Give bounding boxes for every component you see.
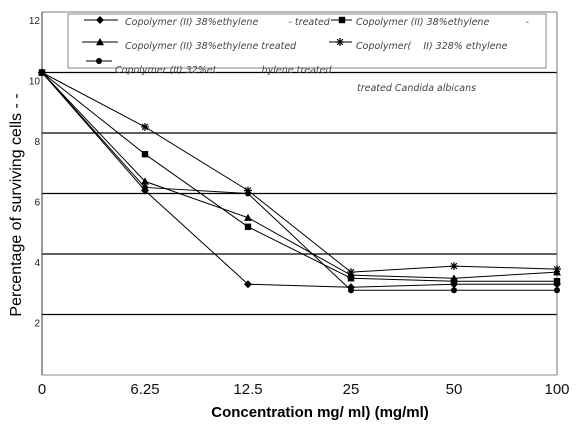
legend-entry-square: Copolymer (II) 38%ethylene - [331, 16, 530, 28]
x-tick-label: 6.25 [130, 381, 159, 398]
legend-marker-triangle [96, 38, 104, 46]
legend-entry-asterisk: Copolymer( II) 328% ethylene [329, 38, 508, 52]
legend-entry-circle: Copolymer (II) 32%et hylene treated [86, 58, 332, 76]
y-tick-label: 8 [34, 137, 40, 148]
legend-marker-circle [96, 58, 102, 64]
data-point-circle [245, 190, 251, 197]
data-point-asterisk [141, 122, 149, 131]
series-square [38, 69, 561, 285]
series-line [41, 72, 557, 288]
data-point-triangle [141, 177, 149, 185]
legend-label: Copolymer (II) 38%ethylene - [356, 17, 530, 28]
data-point-asterisk [450, 262, 458, 271]
legend-label: Copolymer (II) 32%et hylene treated [115, 65, 332, 76]
y-tick-label: 12 [29, 16, 41, 27]
data-point-asterisk [553, 265, 561, 274]
series-line [41, 72, 557, 291]
y-tick-label: 2 [34, 319, 40, 330]
legend-marker-asterisk [336, 38, 344, 46]
y-tick-label: 6 [34, 198, 40, 209]
x-tick-label: 12.5 [233, 381, 262, 398]
data-point-triangle [450, 274, 458, 282]
x-tick-label: 100 [544, 381, 569, 398]
legend: Copolymer (II) 38%ethylene - treated Copo… [67, 13, 547, 94]
axes: 0 6.25 12.5 25 50 100 [38, 11, 570, 398]
x-tick-label: 25 [343, 381, 360, 398]
series-asterisk [38, 68, 561, 277]
data-point-square [141, 150, 149, 158]
legend-label: Copolymer (II) 38%ethylene - treated [125, 17, 331, 28]
data-point-asterisk [244, 186, 252, 195]
x-tick-label: 50 [446, 381, 463, 398]
series-triangle [38, 68, 561, 282]
legend-marker-square [338, 16, 346, 24]
x-axis-label: Concentration mg/ ml) (mg/ml) [211, 404, 429, 421]
series-layer [38, 68, 561, 294]
y-axis-label: Percentage of surviving cells - - [8, 93, 25, 316]
legend-box [67, 13, 547, 69]
legend-note: treated Candida albicans [357, 83, 476, 94]
data-point-diamond [244, 280, 252, 289]
data-point-circle [554, 287, 560, 294]
y-tick-label: 4 [34, 258, 40, 269]
data-point-circle [348, 287, 354, 294]
series-line [41, 72, 558, 273]
legend-entry-triangle: Copolymer (II) 38%ethylene treated [82, 38, 297, 52]
legend-marker-diamond [96, 16, 104, 24]
y-tick-label: 10 [29, 77, 41, 88]
series-line [41, 72, 558, 279]
data-point-circle [451, 287, 457, 294]
series-line [41, 72, 557, 282]
legend-label: Copolymer( II) 328% ethylene [356, 41, 508, 52]
data-point-triangle [244, 213, 252, 221]
legend-label: Copolymer (II) 38%ethylene treated [125, 41, 297, 52]
data-point-asterisk [347, 268, 355, 277]
data-point-square [244, 223, 252, 230]
x-tick-label: 0 [38, 381, 46, 398]
data-point-square [553, 278, 561, 285]
gridlines: 2 4 6 8 10 12 [29, 16, 557, 330]
legend-entry-diamond: Copolymer (II) 38%ethylene - treated [84, 16, 331, 28]
series-circle [39, 69, 560, 294]
data-point-circle [142, 184, 148, 191]
data-point-circle [39, 69, 45, 76]
series-diamond [38, 68, 561, 292]
